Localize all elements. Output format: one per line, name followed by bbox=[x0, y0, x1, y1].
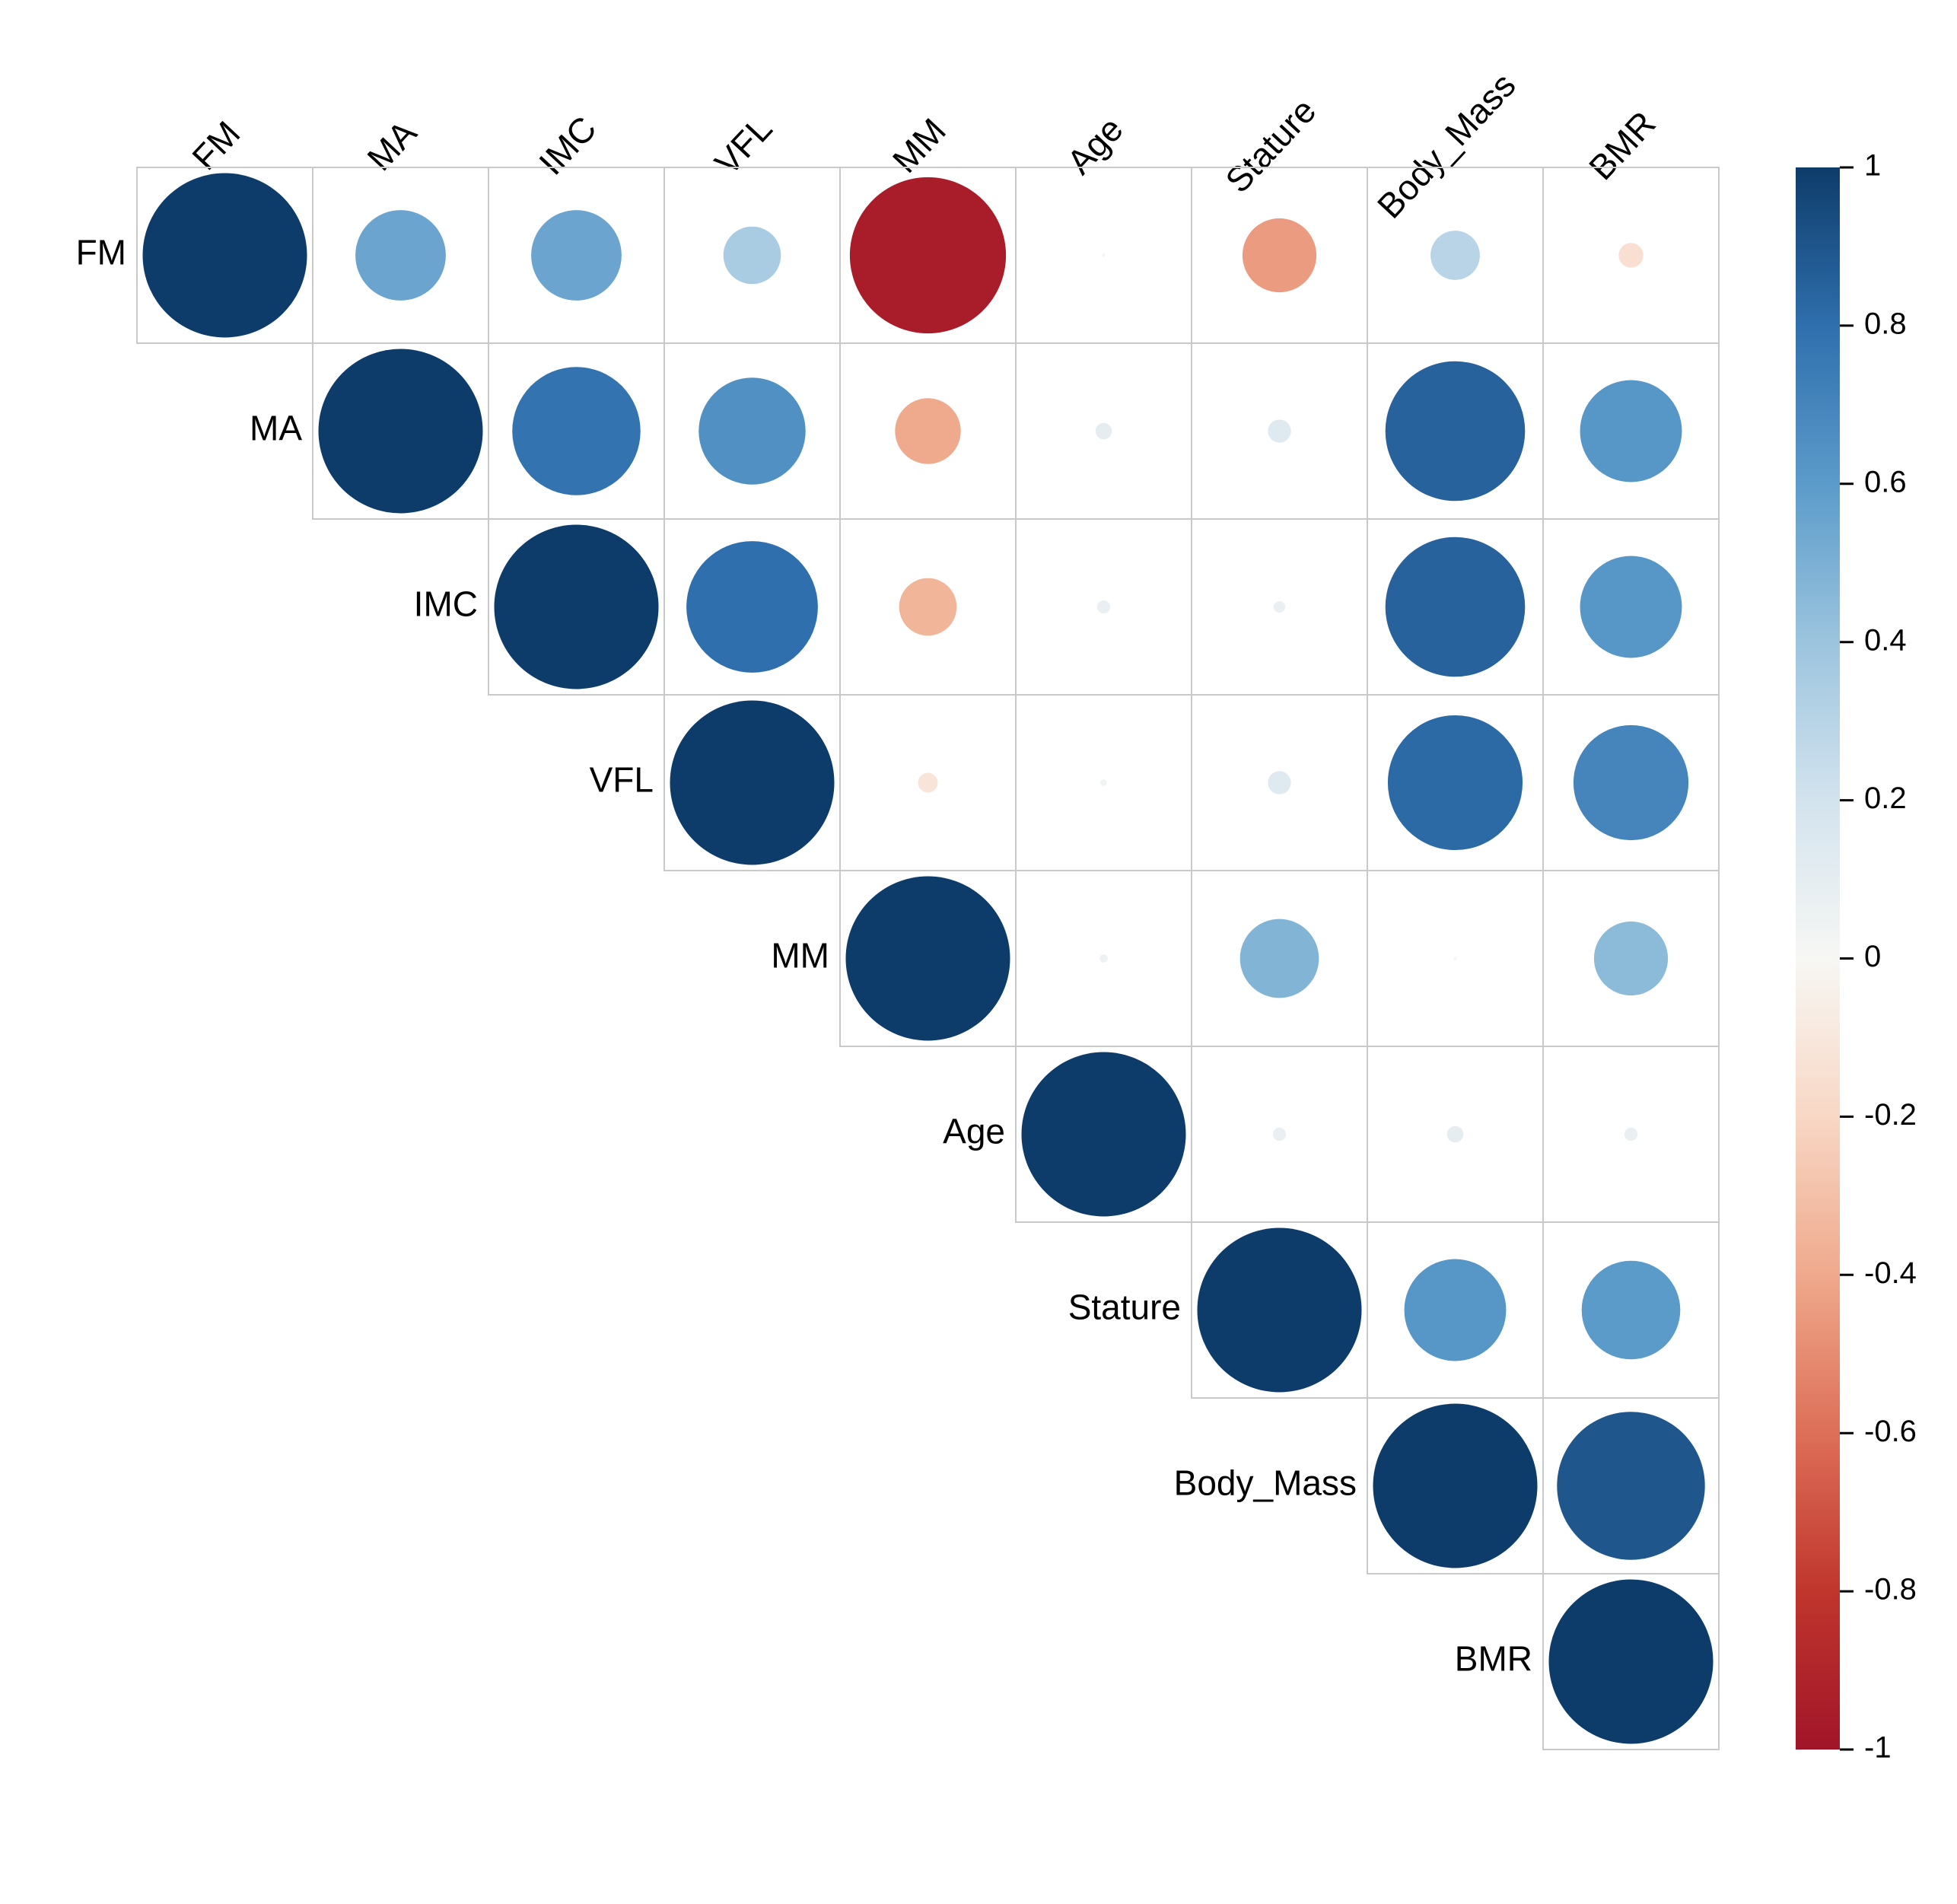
corr-circle bbox=[1096, 423, 1112, 440]
corr-circle bbox=[1549, 1580, 1714, 1744]
row-label: IMC bbox=[414, 584, 478, 624]
corr-circle bbox=[1386, 537, 1526, 677]
corr-circle bbox=[1580, 380, 1682, 482]
row-label: VFL bbox=[590, 760, 654, 800]
colorbar-tick-label: 0 bbox=[1864, 940, 1881, 973]
row-label: Age bbox=[943, 1112, 1005, 1151]
corr-circle bbox=[899, 578, 957, 636]
corr-circle bbox=[1273, 1128, 1286, 1141]
corr-circle bbox=[1373, 1404, 1538, 1568]
colorbar-tick-label: -1 bbox=[1864, 1731, 1892, 1765]
corr-circle bbox=[1594, 922, 1668, 995]
colorbar-tick-label: 0.8 bbox=[1864, 307, 1907, 340]
colorbar-tick-label: 1 bbox=[1864, 149, 1881, 183]
colorbar-tick-label: 0.6 bbox=[1864, 465, 1907, 498]
row-label: Body_Mass bbox=[1174, 1463, 1357, 1503]
corr-circle bbox=[698, 377, 805, 484]
colorbar-tick-label: 0.2 bbox=[1864, 782, 1907, 815]
corr-circle bbox=[495, 525, 659, 689]
corr-circle bbox=[895, 398, 960, 463]
colorbar-gradient bbox=[1796, 167, 1840, 1750]
corr-circle bbox=[1268, 771, 1290, 794]
corr-circle bbox=[355, 210, 446, 301]
row-label: BMR bbox=[1455, 1639, 1532, 1679]
row-label: Stature bbox=[1068, 1288, 1181, 1327]
corr-circle bbox=[1430, 231, 1480, 280]
corr-circle bbox=[319, 349, 483, 514]
corr-circle bbox=[1099, 954, 1108, 963]
corr-circle bbox=[1388, 715, 1523, 850]
corr-circle bbox=[1097, 600, 1110, 613]
corr-circle bbox=[1618, 243, 1643, 267]
corr-circle bbox=[1274, 601, 1285, 613]
corr-circle bbox=[1453, 957, 1456, 960]
corr-circle bbox=[1582, 1261, 1681, 1360]
corr-circle bbox=[1557, 1412, 1704, 1559]
corr-circle bbox=[1100, 779, 1107, 786]
colorbar-tick-label: -0.8 bbox=[1864, 1573, 1917, 1606]
corr-circle bbox=[918, 773, 938, 793]
corr-circle bbox=[1386, 361, 1526, 501]
corr-circle bbox=[512, 367, 640, 495]
corr-circle bbox=[670, 701, 835, 865]
corr-circle bbox=[724, 227, 781, 285]
corr-circle bbox=[686, 541, 818, 673]
corr-circle bbox=[1102, 253, 1105, 256]
colorbar-tick-label: 0.4 bbox=[1864, 623, 1907, 657]
row-label: MM bbox=[771, 936, 829, 976]
corr-circle bbox=[531, 210, 622, 301]
corrplot-svg: FMMAIMCVFLMMAgeStatureBody_MassBMRFMMAIM… bbox=[0, 0, 1957, 1904]
colorbar-tick-label: -0.4 bbox=[1864, 1256, 1917, 1290]
corr-circle bbox=[1580, 556, 1682, 658]
corr-circle bbox=[1447, 1126, 1464, 1143]
corr-circle bbox=[1405, 1259, 1507, 1361]
corr-circle bbox=[143, 174, 307, 338]
colorbar-tick-label: -0.2 bbox=[1864, 1098, 1917, 1132]
corr-circle bbox=[1198, 1228, 1362, 1393]
corr-circle bbox=[846, 877, 1010, 1041]
corr-circle bbox=[1240, 919, 1319, 998]
corr-circle bbox=[850, 177, 1006, 333]
colorbar-tick-label: -0.6 bbox=[1864, 1415, 1917, 1448]
row-label: FM bbox=[76, 233, 126, 272]
row-label: MA bbox=[250, 409, 302, 448]
corr-circle bbox=[1574, 725, 1688, 840]
corr-circle bbox=[1268, 419, 1290, 442]
corr-circle bbox=[1022, 1052, 1186, 1217]
corr-circle bbox=[1243, 218, 1316, 292]
correlation-plot: FMMAIMCVFLMMAgeStatureBody_MassBMRFMMAIM… bbox=[0, 0, 1957, 1904]
corr-circle bbox=[1624, 1128, 1637, 1141]
